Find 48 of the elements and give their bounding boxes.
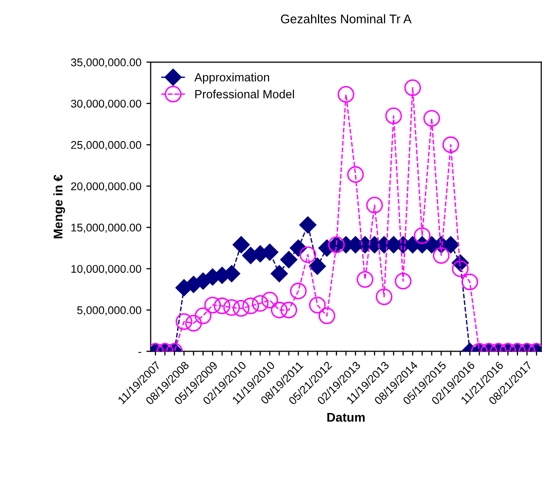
y-tick-label: 25,000,000.00: [71, 141, 142, 150]
point: [308, 258, 326, 275]
point: [394, 272, 412, 290]
point: [270, 265, 288, 282]
point: [194, 307, 212, 324]
point: [347, 166, 364, 183]
y-tick-label: 5,000,000.00: [77, 306, 142, 316]
point: [270, 302, 288, 318]
point: [214, 298, 230, 314]
point: [232, 300, 250, 317]
y-tick-label: 20,000,000.00: [71, 182, 142, 192]
point: [204, 296, 221, 314]
y-axis-title: Menge in €: [53, 174, 66, 238]
point: [232, 236, 250, 254]
y-tick-label: 15,000,000.00: [71, 224, 142, 233]
point: [461, 274, 478, 290]
point: [414, 227, 431, 244]
point: [223, 299, 240, 316]
point: [300, 246, 316, 263]
legend-label: Approximation: [194, 72, 270, 84]
point: [404, 79, 421, 96]
point: [442, 136, 460, 154]
point: [299, 216, 316, 234]
point: [185, 314, 202, 332]
point: [280, 302, 298, 318]
point: [252, 295, 269, 312]
point: [423, 110, 440, 127]
point: [376, 288, 392, 306]
point: [176, 313, 192, 330]
point: [309, 296, 326, 314]
point: [280, 251, 298, 268]
chart-title: Gezahltes Nominal Tr A: [280, 14, 412, 24]
point: [290, 282, 307, 300]
point: [338, 86, 354, 103]
x-axis-title: Datum: [327, 413, 365, 422]
legend-label: Professional Model: [195, 90, 294, 98]
y-tick-label: 30,000,000.00: [71, 100, 142, 109]
point: [385, 108, 402, 124]
y-tick-label: 10,000,000.00: [71, 264, 142, 274]
point: [356, 271, 374, 288]
point: [318, 307, 336, 324]
y-tick-label: -: [138, 352, 142, 353]
point: [242, 298, 260, 314]
y-tick-label: 35,000,000.00: [71, 58, 142, 68]
point: [261, 292, 278, 308]
point: [366, 196, 383, 214]
point: [432, 247, 450, 264]
point: [452, 260, 469, 278]
